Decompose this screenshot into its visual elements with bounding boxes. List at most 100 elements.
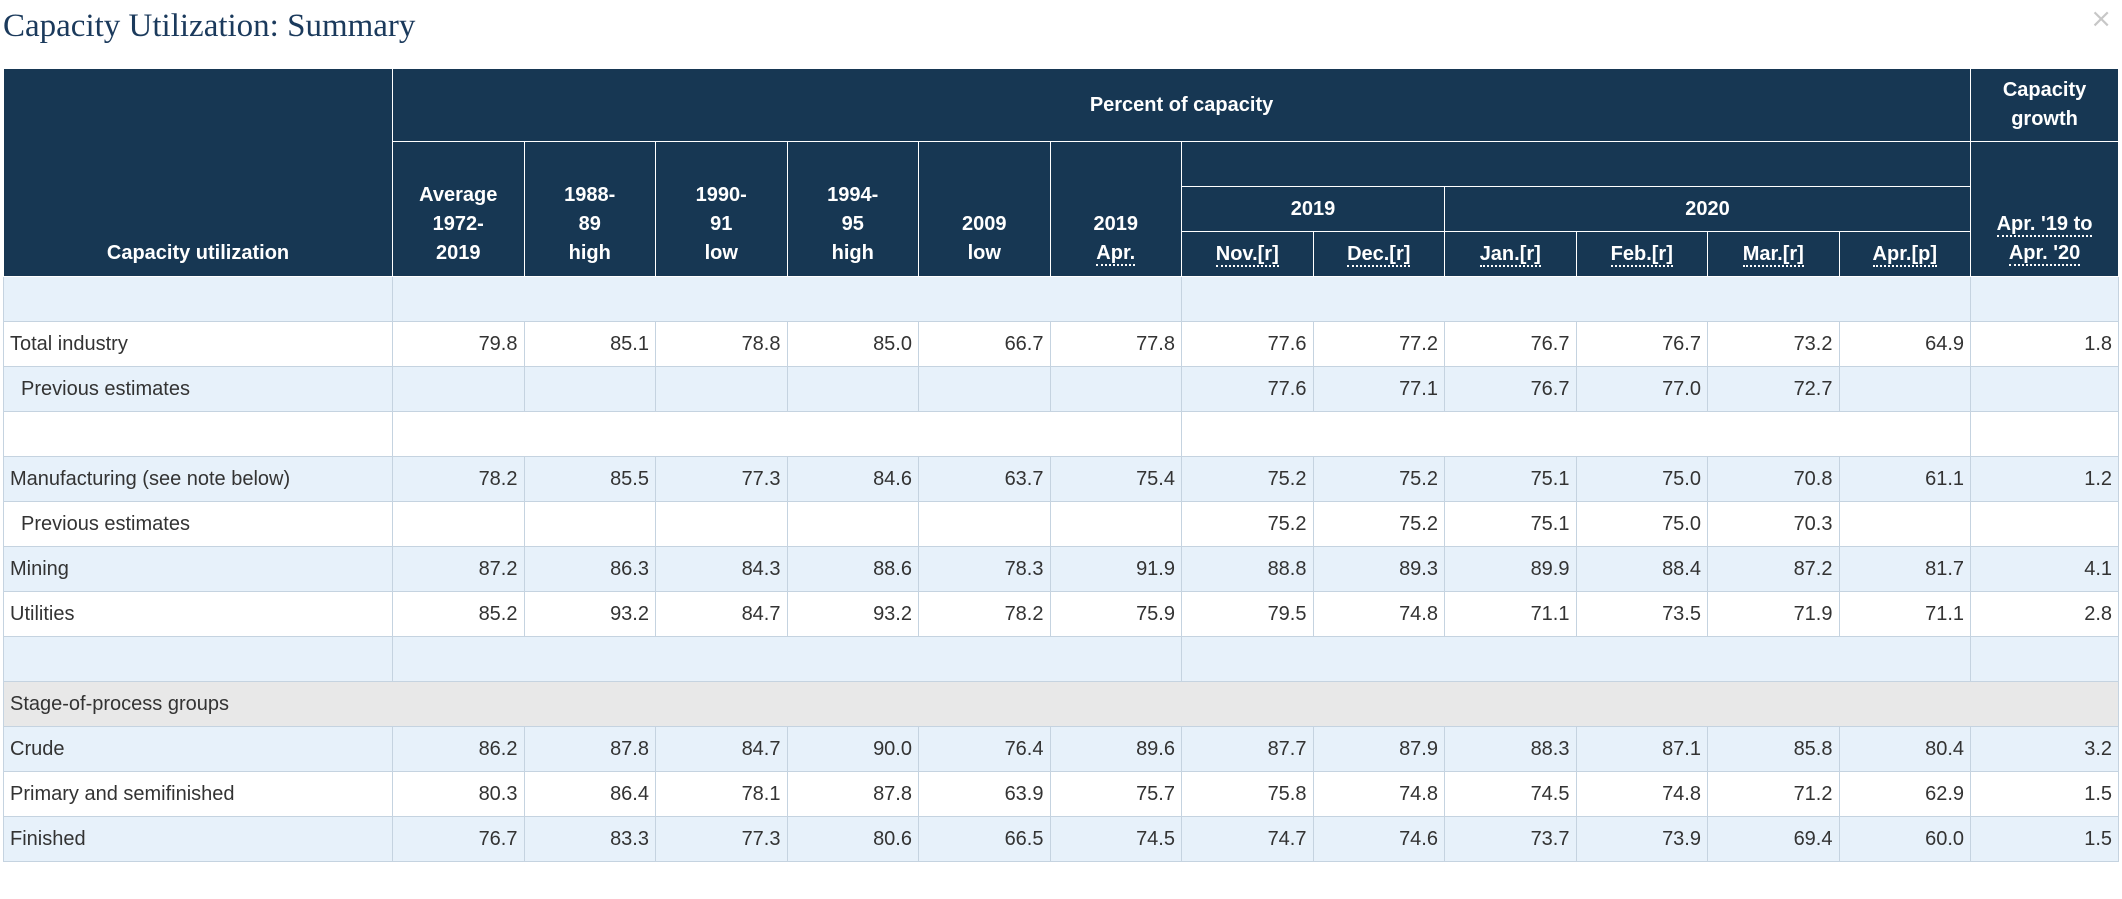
row-label: Previous estimates <box>3 501 393 547</box>
value-cell: 87.9 <box>1312 726 1445 772</box>
spacer-cell <box>392 411 1182 457</box>
header-capacity-utilization: Capacity utilization <box>3 68 393 277</box>
header-line: low <box>967 242 1001 264</box>
value-cell: 77.6 <box>1181 321 1314 367</box>
value-cell: 76.7 <box>1444 321 1577 367</box>
value-cell: 84.3 <box>655 546 788 592</box>
row-label: Utilities <box>3 591 393 637</box>
value-cell: 87.7 <box>1181 726 1314 772</box>
value-cell: 77.3 <box>655 456 788 502</box>
value-cell: 76.7 <box>1444 366 1577 412</box>
spacer-cell <box>1180 276 1972 322</box>
value-cell: 72.7 <box>1707 366 1840 412</box>
header-2009-low: 2009 low <box>918 141 1051 277</box>
row-label: Primary and semifinished <box>3 771 393 817</box>
value-cell <box>655 366 788 412</box>
header-year-2020: 2020 <box>1443 186 1972 232</box>
value-cell: 75.1 <box>1444 501 1577 547</box>
header-capacity-growth: Capacity growth <box>1970 68 2120 142</box>
spacer-cell <box>1180 411 1972 457</box>
value-cell: 88.4 <box>1575 546 1708 592</box>
spacer-cell <box>3 411 393 457</box>
value-cell: 77.1 <box>1312 366 1445 412</box>
table-row: Crude 86.2 87.8 84.7 90.0 76.4 89.6 87.7 87.9 88.… <box>3 726 2120 772</box>
value-cell: 74.8 <box>1312 771 1445 817</box>
table-row: Previous estimates 77.6 77.1 76.7 77.0 72.7 <box>3 366 2120 412</box>
value-cell: 75.2 <box>1181 456 1314 502</box>
abbr-month: Nov.[r] <box>1215 242 1279 267</box>
value-cell: 78.3 <box>918 546 1051 592</box>
value-cell: 91.9 <box>1049 546 1182 592</box>
value-cell: 83.3 <box>523 816 656 862</box>
value-cell: 63.9 <box>918 771 1051 817</box>
value-cell: 75.2 <box>1312 456 1445 502</box>
value-cell: 70.8 <box>1707 456 1840 502</box>
value-cell: 75.7 <box>1049 771 1182 817</box>
value-cell: 73.2 <box>1707 321 1840 367</box>
abbr-apr: Apr. <box>1096 242 1136 266</box>
value-cell: 69.4 <box>1707 816 1840 862</box>
value-cell <box>523 366 656 412</box>
value-cell: 66.7 <box>918 321 1051 367</box>
spacer-cell <box>1970 276 2120 322</box>
value-cell: 89.3 <box>1312 546 1445 592</box>
value-cell <box>918 366 1051 412</box>
table-body: Total industry 79.8 85.1 78.8 85.0 66.7 77.8 77… <box>2 276 2120 862</box>
value-cell: 4.1 <box>1970 546 2120 592</box>
header-line: Apr. <box>1055 239 1178 268</box>
value-cell: 71.1 <box>1838 591 1972 637</box>
value-cell: 66.5 <box>918 816 1051 862</box>
spacer-cell <box>1970 636 2120 682</box>
header-month-nov: Nov.[r] <box>1181 231 1314 277</box>
value-cell: 84.7 <box>655 726 788 772</box>
value-cell: 73.5 <box>1575 591 1708 637</box>
close-icon[interactable]: × <box>2090 4 2112 34</box>
row-label: Previous estimates <box>3 366 393 412</box>
value-cell: 78.1 <box>655 771 788 817</box>
table-row: Finished 76.7 83.3 77.3 80.6 66.5 74.5 74.7 74.6… <box>3 816 2120 862</box>
header-line: 91 <box>710 213 733 235</box>
value-cell: 84.6 <box>786 456 919 502</box>
section-label: Stage-of-process groups <box>2 681 2120 727</box>
value-cell: 74.5 <box>1444 771 1577 817</box>
value-cell: 77.8 <box>1049 321 1182 367</box>
spacer-row <box>3 411 2120 457</box>
row-label: Mining <box>3 546 393 592</box>
value-cell <box>1838 366 1972 412</box>
table-row: Previous estimates 75.2 75.2 75.1 75.0 70.3 <box>3 501 2120 547</box>
value-cell: 75.4 <box>1049 456 1182 502</box>
header-line: 95 <box>841 213 864 235</box>
header-line: 1990- <box>695 184 747 206</box>
value-cell: 88.8 <box>1181 546 1314 592</box>
abbr-month: Jan.[r] <box>1479 242 1541 267</box>
value-cell: 74.8 <box>1312 591 1445 637</box>
value-cell: 73.9 <box>1575 816 1708 862</box>
value-cell: 87.2 <box>1707 546 1840 592</box>
row-label: Crude <box>3 726 393 772</box>
value-cell: 87.2 <box>392 546 525 592</box>
header-line: 1972- <box>432 213 484 235</box>
value-cell: 77.2 <box>1312 321 1445 367</box>
value-cell: 64.9 <box>1838 321 1972 367</box>
value-cell: 60.0 <box>1838 816 1972 862</box>
value-cell: 80.4 <box>1838 726 1972 772</box>
value-cell: 84.7 <box>655 591 788 637</box>
value-cell: 87.1 <box>1575 726 1708 772</box>
header-line: high <box>568 242 611 264</box>
value-cell: 1.5 <box>1970 816 2120 862</box>
value-cell: 1.2 <box>1970 456 2120 502</box>
value-cell: 79.5 <box>1181 591 1314 637</box>
value-cell: 74.5 <box>1049 816 1182 862</box>
value-cell: 1.8 <box>1970 321 2120 367</box>
header-month-mar: Mar.[r] <box>1707 231 1840 277</box>
header-year-2019: 2019 <box>1181 186 1445 232</box>
value-cell <box>1049 366 1182 412</box>
value-cell: 76.7 <box>392 816 525 862</box>
value-cell: 62.9 <box>1838 771 1972 817</box>
section-row: Stage-of-process groups <box>2 681 2120 727</box>
value-cell: 80.3 <box>392 771 525 817</box>
table-row: Mining 87.2 86.3 84.3 88.6 78.3 91.9 88.8 89.3 89… <box>3 546 2120 592</box>
summary-table: Capacity utilization Percent of capacity… <box>2 68 2120 862</box>
header-month-feb: Feb.[r] <box>1575 231 1708 277</box>
